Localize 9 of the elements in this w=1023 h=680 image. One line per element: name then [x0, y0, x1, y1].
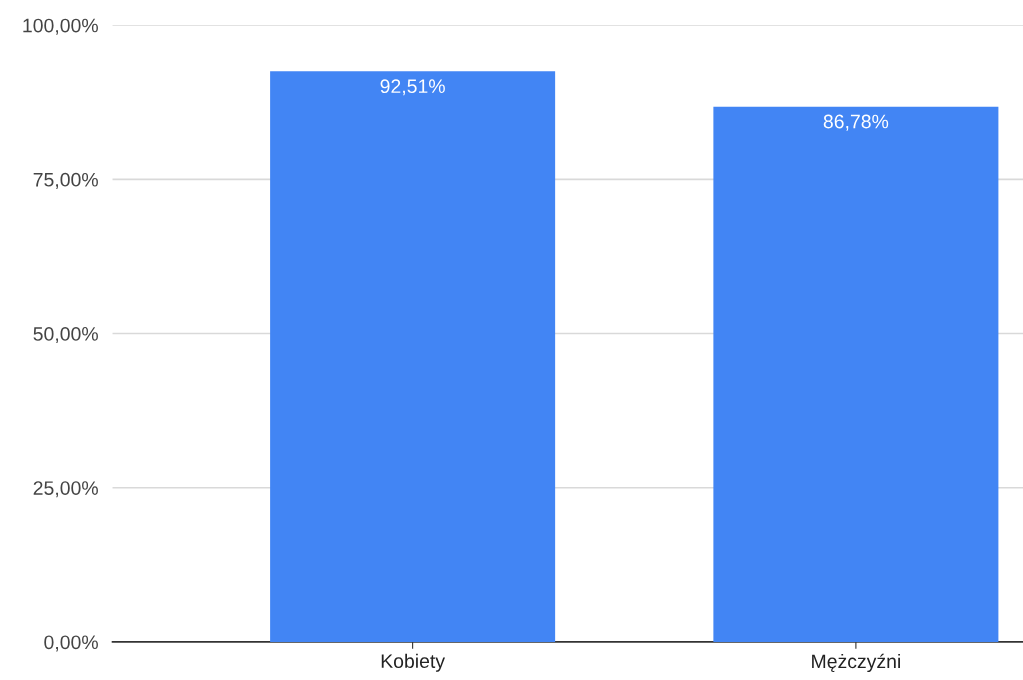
- x-tick-label: Kobiety: [381, 653, 446, 672]
- y-tick-label: 50,00%: [33, 327, 98, 344]
- y-tick-label: 75,00%: [33, 172, 98, 189]
- y-tick-label: 0,00%: [44, 635, 98, 652]
- y-tick-label: 25,00%: [33, 481, 98, 498]
- y-tick-label: 100,00%: [23, 18, 98, 35]
- data-label: 86,78%: [823, 114, 889, 131]
- data-label: 92,51%: [380, 79, 445, 96]
- x-tick-label: Mężczyźni: [812, 653, 900, 673]
